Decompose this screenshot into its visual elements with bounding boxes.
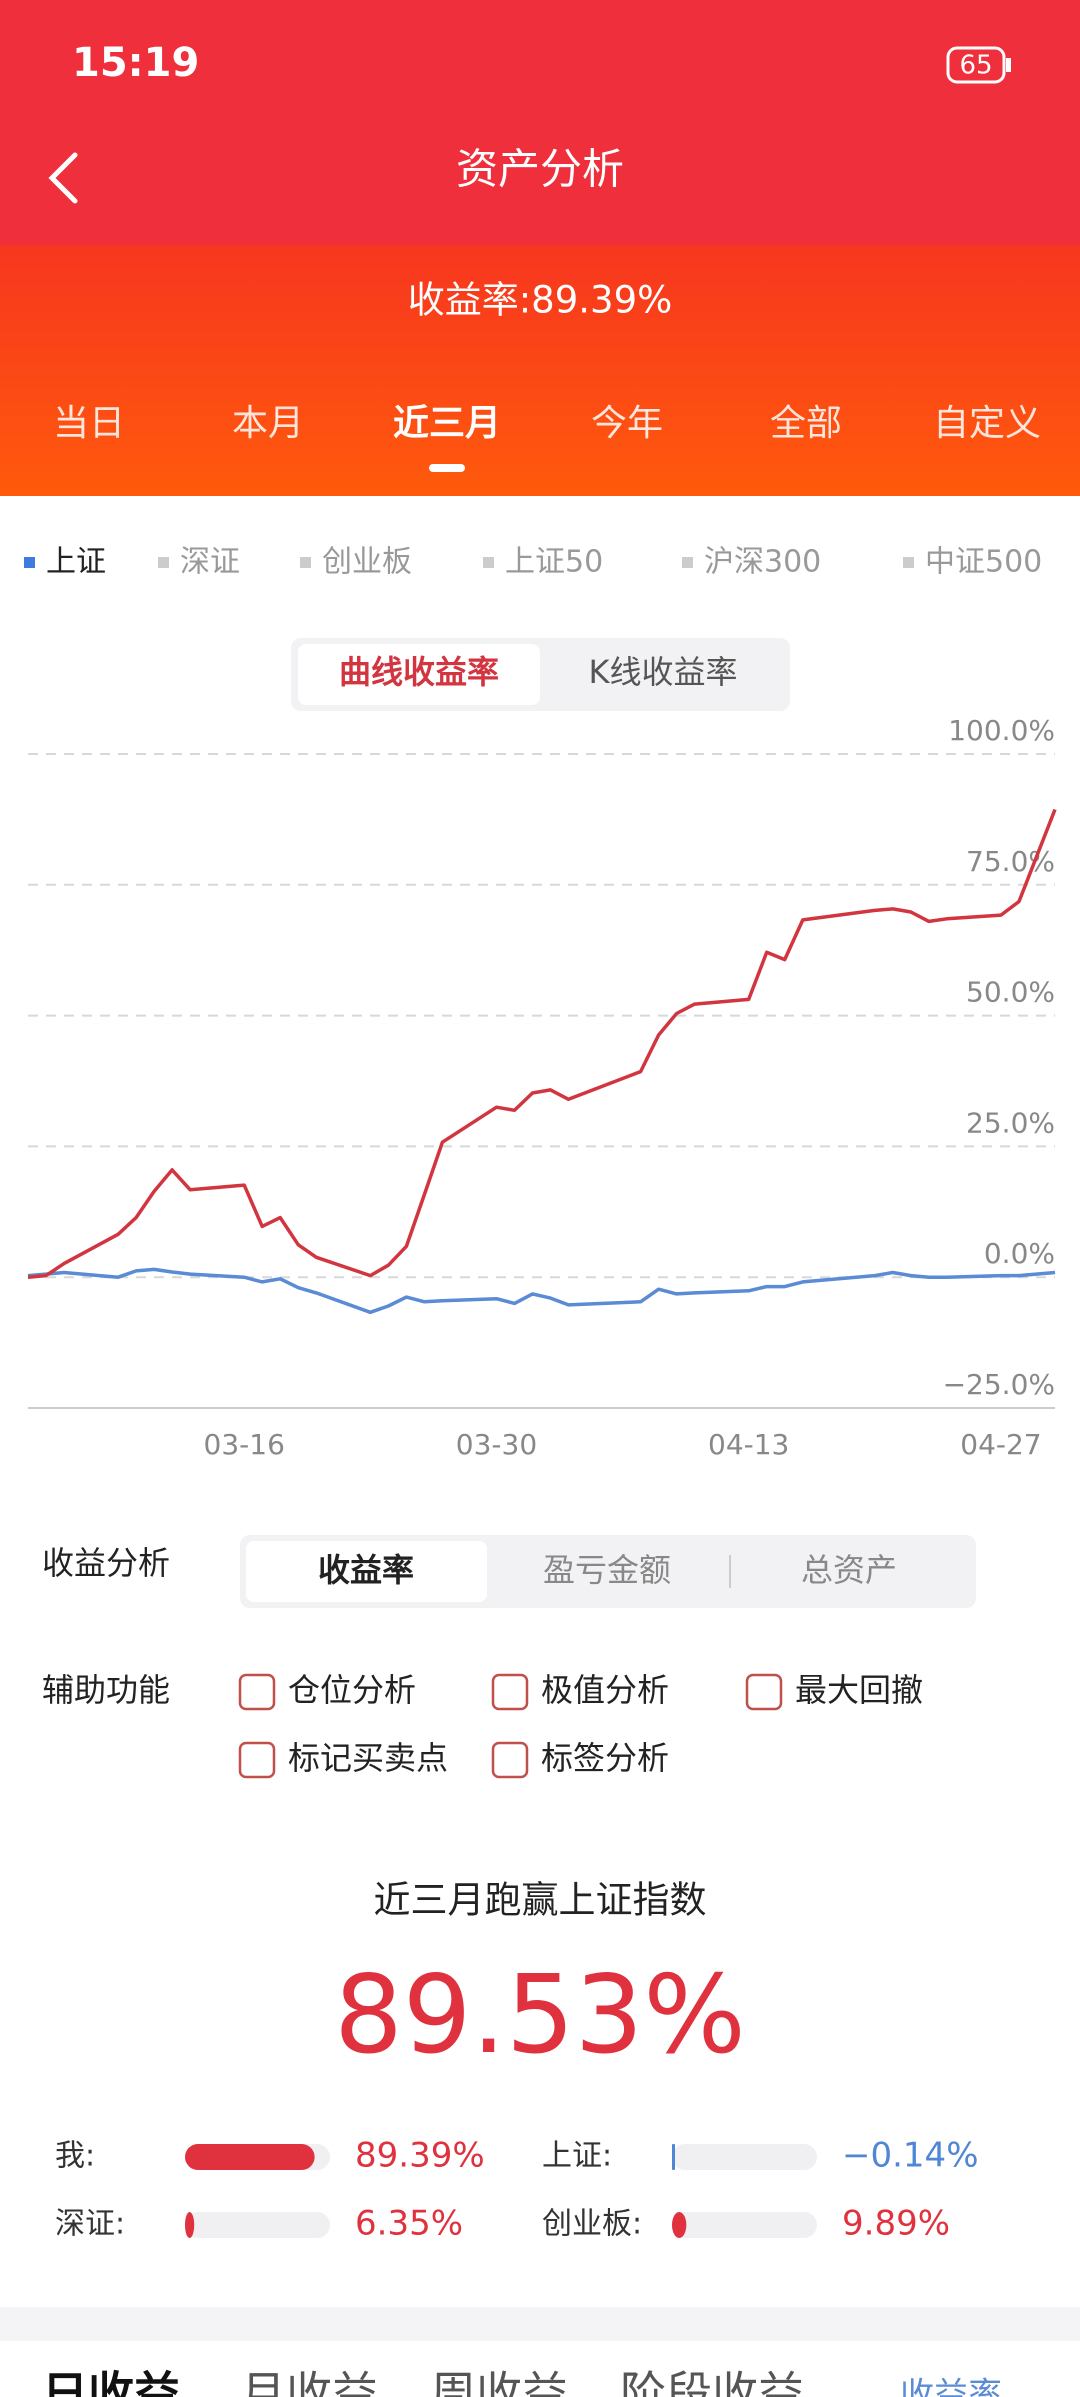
analysis-option[interactable]: 盈亏金额 <box>543 1551 671 1589</box>
y-tick-label: 50.0% <box>966 976 1055 1009</box>
status-time: 15:19 <box>72 40 199 86</box>
summary-return: 收益率:89.39% <box>408 279 673 322</box>
period-tab[interactable]: 当日 <box>53 403 125 444</box>
x-tick-label: 04-27 <box>960 1428 1041 1461</box>
y-tick-label: −25.0% <box>943 1368 1055 1401</box>
legend-item[interactable]: 创业板 <box>322 545 412 580</box>
analysis-active <box>246 1541 487 1602</box>
compare-value: 6.35% <box>355 2204 463 2244</box>
separator <box>0 2307 1080 2341</box>
period-tab[interactable]: 全部 <box>770 403 842 444</box>
x-tick-label: 04-13 <box>708 1428 789 1461</box>
checkbox[interactable] <box>491 1741 529 1779</box>
y-tick-label: 75.0% <box>966 845 1055 878</box>
legend-item[interactable]: 上证50 <box>505 545 603 580</box>
checkbox-label[interactable]: 极值分析 <box>541 1671 669 1709</box>
bottom-link[interactable]: 收益率 <box>900 2376 1002 2397</box>
period-tab[interactable]: 自定义 <box>933 403 1041 444</box>
legend-swatch <box>682 557 693 568</box>
checkbox[interactable] <box>491 1673 529 1711</box>
checkbox[interactable] <box>745 1673 783 1711</box>
y-tick-label: 100.0% <box>948 714 1055 747</box>
checkbox[interactable] <box>238 1741 276 1779</box>
battery-tip <box>1006 58 1011 72</box>
compare-name: 我: <box>55 2139 95 2174</box>
bottom-tab[interactable]: 周收益 <box>430 2367 568 2397</box>
period-tab[interactable]: 今年 <box>591 403 663 444</box>
battery-level: 65 <box>959 51 992 81</box>
legend-item[interactable]: 沪深300 <box>704 545 821 580</box>
checkbox-label[interactable]: 标记买卖点 <box>288 1739 448 1777</box>
analysis-label: 收益分析 <box>42 1544 170 1582</box>
legend-item[interactable]: 上证 <box>46 545 106 580</box>
legend-swatch <box>300 557 311 568</box>
compare-track <box>672 2212 817 2238</box>
back-button[interactable] <box>48 152 78 204</box>
legend-swatch <box>158 557 169 568</box>
period-tab[interactable]: 近三月 <box>393 403 501 444</box>
x-tick-label: 03-30 <box>456 1428 537 1461</box>
toggle-option[interactable]: K线收益率 <box>589 653 738 691</box>
analysis-option[interactable]: 总资产 <box>801 1551 897 1589</box>
x-tick-label: 03-16 <box>204 1428 285 1461</box>
legend-item[interactable]: 深证 <box>180 545 240 580</box>
bottom-tab[interactable]: 月收益 <box>240 2367 378 2397</box>
compare-track <box>672 2144 817 2170</box>
y-tick-label: 25.0% <box>966 1106 1055 1139</box>
tab-underline <box>429 464 465 472</box>
compare-name: 上证: <box>542 2139 612 2174</box>
header-bg <box>0 0 1080 246</box>
legend-swatch <box>903 557 914 568</box>
outperform-value: 89.53% <box>334 1953 746 2078</box>
compare-bar <box>185 2212 195 2238</box>
legend-swatch <box>24 557 35 568</box>
compare-bar <box>672 2144 675 2170</box>
checkbox-label[interactable]: 最大回撤 <box>795 1671 923 1709</box>
toggle-option[interactable]: 曲线收益率 <box>339 653 499 691</box>
outperform-title: 近三月跑赢上证指数 <box>374 1879 707 1922</box>
series-line <box>27 808 1057 1279</box>
checkbox-label[interactable]: 标签分析 <box>541 1739 669 1777</box>
summary-bg <box>0 245 1080 496</box>
bottom-tab[interactable]: 阶段收益 <box>620 2367 804 2397</box>
checkbox[interactable] <box>238 1673 276 1711</box>
compare-name: 创业板: <box>542 2207 642 2242</box>
compare-name: 深证: <box>55 2207 125 2242</box>
legend-swatch <box>483 557 494 568</box>
compare-value: −0.14% <box>842 2136 979 2176</box>
checkbox-label[interactable]: 仓位分析 <box>288 1671 416 1709</box>
page-title: 资产分析 <box>456 145 624 194</box>
compare-value: 89.39% <box>355 2136 485 2176</box>
toggle-active <box>298 644 540 705</box>
compare-value: 9.89% <box>842 2204 950 2244</box>
analysis-option[interactable]: 收益率 <box>318 1551 414 1589</box>
y-tick-label: 0.0% <box>984 1237 1055 1270</box>
legend-item[interactable]: 中证500 <box>925 545 1042 580</box>
battery-icon <box>946 46 1006 84</box>
compare-bar <box>672 2212 687 2238</box>
period-tab[interactable]: 本月 <box>232 403 304 444</box>
compare-track <box>185 2212 330 2238</box>
bottom-tab[interactable]: 日收益 <box>42 2367 180 2397</box>
tools-label: 辅助功能 <box>42 1671 170 1709</box>
compare-bar <box>185 2144 315 2170</box>
series-line <box>27 1267 1056 1315</box>
